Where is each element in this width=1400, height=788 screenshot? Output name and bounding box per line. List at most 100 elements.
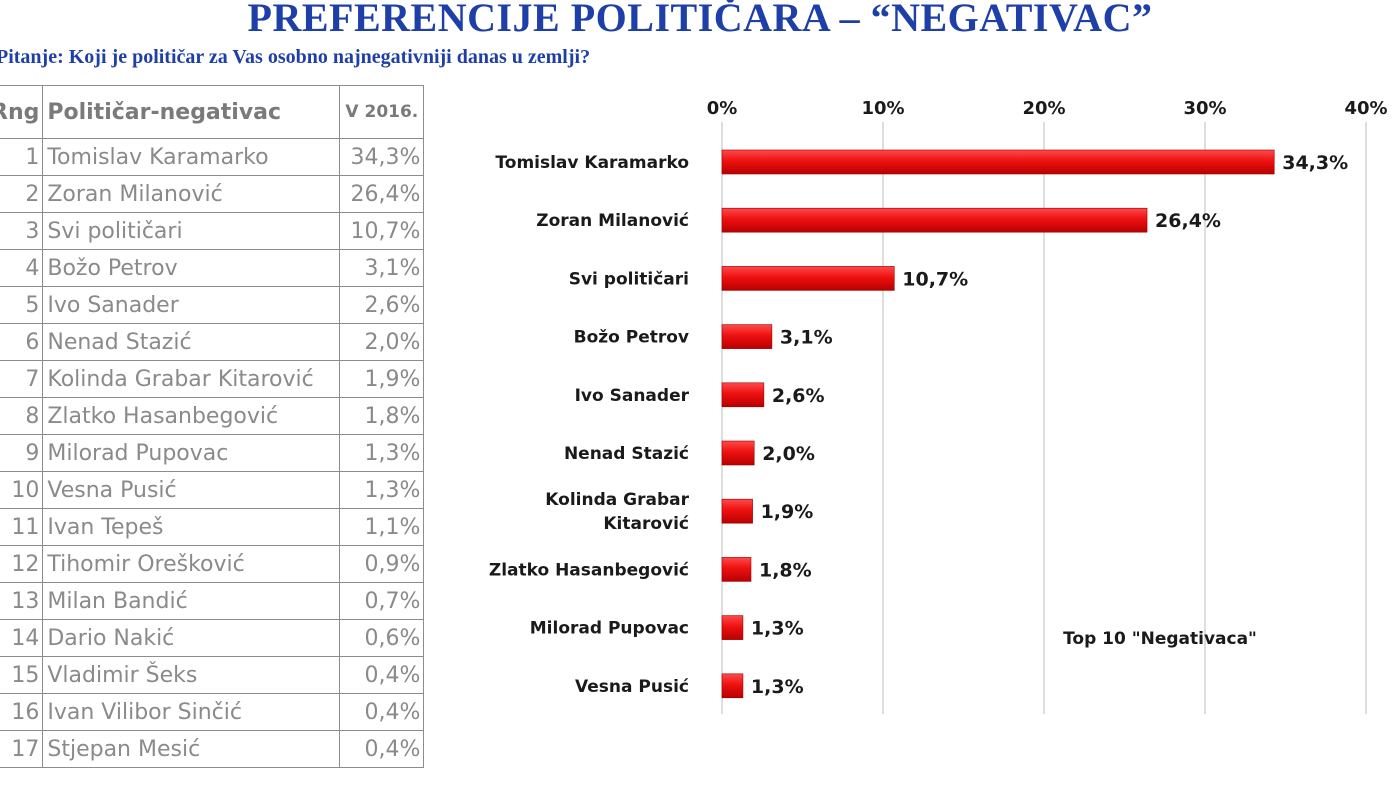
table-row: 11 Ivan Tepeš 1,1% [0,508,425,546]
row-name: Ivo Sanader [42,286,341,324]
row-rank: 5 [0,286,44,324]
category-label: Zoran Milanović [536,211,689,231]
row-name: Vladimir Šeks [42,656,341,694]
table-row: 10 Vesna Pusić 1,3% [0,471,425,509]
row-rank: 13 [0,582,44,620]
row-value: 10,7% [339,212,425,250]
row-rank: 12 [0,545,44,583]
row-value: 2,0% [339,323,425,361]
header-value-2016: V 2016. [339,85,425,139]
category-label: Božo Petrov [574,328,689,348]
table-row: 5 Ivo Sanader 2,6% [0,286,425,324]
table-row: 9 Milorad Pupovac 1,3% [0,434,425,472]
category-label: Zlatko Hasanbegović [489,560,689,580]
category-label: Vesna Pusić [575,677,689,697]
row-name: Božo Petrov [42,249,341,287]
table-row: 7 Kolinda Grabar Kitarović 1,9% [0,360,425,398]
ranking-table: Rng Političar-negativac V 2016. 1Tomisla… [0,85,425,768]
row-value: 26,4% [339,175,425,213]
row-name: Milorad Pupovac [42,434,341,472]
row-name: Zoran Milanović [42,175,341,213]
bar [721,207,1148,233]
row-value: 1,1% [339,508,425,546]
data-label: 1,8% [759,559,812,581]
row-value: 1,3% [339,434,425,472]
row-name: Ivan Tepeš [42,508,341,546]
row-name: Kolinda Grabar Kitarović [42,360,341,398]
category-label: Kitarović [603,514,689,534]
row-rank: 11 [0,508,44,546]
bar [721,440,755,466]
bar [721,557,752,582]
data-label: 1,3% [751,618,804,640]
chart-annotation: Top 10 "Negativaca" [1063,629,1257,649]
row-value: 1,9% [339,360,425,398]
category-label: Ivo Sanader [575,386,690,406]
data-label: 3,1% [780,327,833,349]
data-label: 1,9% [761,501,814,523]
bar [721,266,895,291]
table-row: 17 Stjepan Mesić 0,4% [0,730,425,768]
data-label: 34,3% [1282,152,1348,174]
x-tick-label: 10% [861,98,904,119]
row-value: 1,8% [339,397,425,435]
bar [721,324,773,349]
row-rank: 15 [0,656,44,694]
row-name: Dario Nakić [42,619,341,657]
row-name: Stjepan Mesić [42,730,341,768]
x-tick-label: 0% [707,98,738,119]
table-row: 6 Nenad Stazić 2,0% [0,323,425,361]
row-value: 3,1% [339,249,425,287]
row-rank: 2 [0,175,44,213]
bar [721,498,753,524]
row-rank: 9 [0,434,44,472]
x-tick-label: 30% [1183,98,1226,119]
category-label: Tomislav Karamarko [495,153,689,173]
row-name: Tihomir Orešković [42,545,341,583]
x-tick-label: 20% [1022,98,1065,119]
table-row: 3 Svi političari 10,7% [0,212,425,250]
row-value: 0,4% [339,693,425,731]
table-row: 15 Vladimir Šeks 0,4% [0,656,425,694]
row-value: 0,4% [339,730,425,768]
row-value: 0,9% [339,545,425,583]
row-name: Nenad Stazić [42,323,341,361]
row-name: Vesna Pusić [42,471,341,509]
data-label: 1,3% [751,676,804,698]
table-row: 14 Dario Nakić 0,6% [0,619,425,657]
table-row: 8 Zlatko Hasanbegović 1,8% [0,397,425,435]
x-tick-label: 40% [1344,98,1387,119]
row-rank: 4 [0,249,44,287]
category-label: Nenad Stazić [564,444,689,464]
row-name: Svi političari [42,212,341,250]
category-label: Kolinda Grabar [545,490,689,510]
data-label: 2,0% [762,443,815,465]
data-label: 2,6% [772,385,825,407]
row-rank: 6 [0,323,44,361]
row-value: 0,4% [339,656,425,694]
table-row: 12 Tihomir Orešković 0,9% [0,545,425,583]
table-row: 4 Božo Petrov 3,1% [0,249,425,287]
row-value: 1,3% [339,471,425,509]
page-title: PREFERENCIJE POLITIČARA – “NEGATIVAC” [247,0,1153,40]
survey-question: Pitanje: Koji je političar za Vas osobno… [0,46,591,68]
row-rank: 3 [0,212,44,250]
row-rank: 1 [0,138,44,176]
row-value: 0,7% [339,582,425,620]
row-name: Zlatko Hasanbegović [42,397,341,435]
row-value: 2,6% [339,286,425,324]
row-value: 0,6% [339,619,425,657]
table-row: 2 Zoran Milanović 26,4% [0,175,425,213]
bar [721,149,1275,175]
category-label: Svi političari [569,269,689,289]
bar [721,673,744,699]
row-name: Tomislav Karamarko [42,138,341,176]
category-label: Milorad Pupovac [530,619,689,639]
data-label: 10,7% [902,268,968,290]
bar [721,615,744,640]
bar [721,382,765,408]
row-rank: 10 [0,471,44,509]
data-label: 26,4% [1155,210,1221,232]
row-rank: 17 [0,730,44,768]
